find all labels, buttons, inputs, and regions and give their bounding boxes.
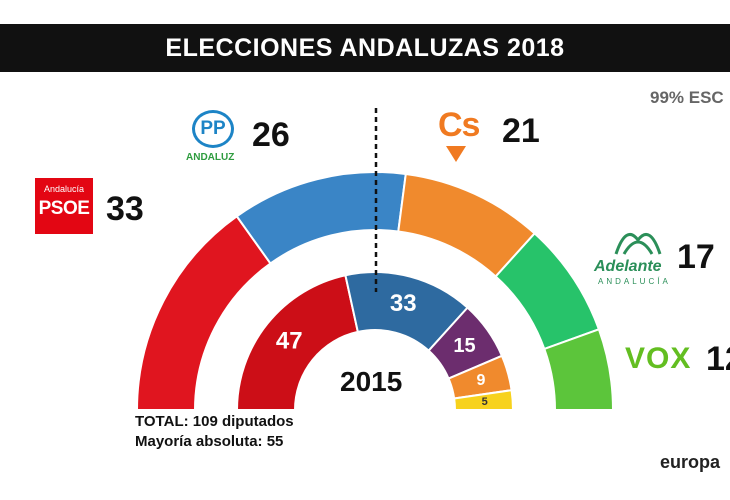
scrutiny-percentage: 99% ESC — [650, 88, 724, 107]
pp-seats-label: 26 — [252, 116, 290, 154]
majority-threshold: Mayoría absoluta: 55 — [135, 433, 284, 450]
adelante-logo-sub: ANDALUCÍA — [598, 277, 671, 286]
seat-value-2015-podemos: 15 — [453, 335, 475, 357]
pp-logo-text: PP — [192, 110, 234, 148]
seat-arc-2015-psoe — [235, 274, 360, 411]
psoe-seats-label: 33 — [106, 190, 144, 228]
seat-arc-2018-vox — [543, 328, 615, 411]
source-label: europa — [660, 452, 721, 472]
adelante-logo: Adelante ANDALUCÍA — [594, 226, 674, 288]
totals-box: TOTAL: 109 diputados Mayoría absoluta: 5… — [135, 412, 294, 452]
adelante-logo-text: Adelante — [594, 258, 662, 275]
cs-logo: Cs — [438, 106, 498, 166]
seat-value-2015-psoe: 47 — [276, 328, 303, 355]
adelante-seats-label: 17 — [677, 238, 715, 276]
adelante-arch-icon — [614, 232, 662, 255]
pp-logo-sub: ANDALUZ — [186, 152, 235, 163]
cs-logo-text: Cs — [438, 106, 480, 144]
psoe-logo-region: Andalucía — [43, 184, 85, 194]
cs-seats-label: 21 — [502, 112, 540, 150]
chart-title: ELECCIONES ANDALUZAS 2018 — [0, 24, 730, 72]
seat-value-2015-cs: 9 — [476, 372, 485, 389]
psoe-logo-text: PSOE — [38, 198, 90, 219]
psoe-logo: Andalucía PSOE — [35, 178, 93, 234]
inner-chart-year-label: 2015 — [340, 366, 403, 397]
vox-logo: VOX — [625, 342, 692, 375]
vox-seats-label: 12 — [706, 340, 730, 378]
seat-value-2015-pp: 33 — [390, 290, 417, 317]
seat-arc-2015-iu — [453, 389, 515, 411]
cs-logo-triangle-icon — [446, 146, 466, 162]
total-seats: TOTAL: 109 diputados — [135, 413, 294, 430]
seat-arc-2018-pp — [235, 171, 407, 265]
pp-logo: PP ANDALUZ — [186, 110, 246, 170]
seat-value-2015-iu: 5 — [482, 396, 488, 408]
